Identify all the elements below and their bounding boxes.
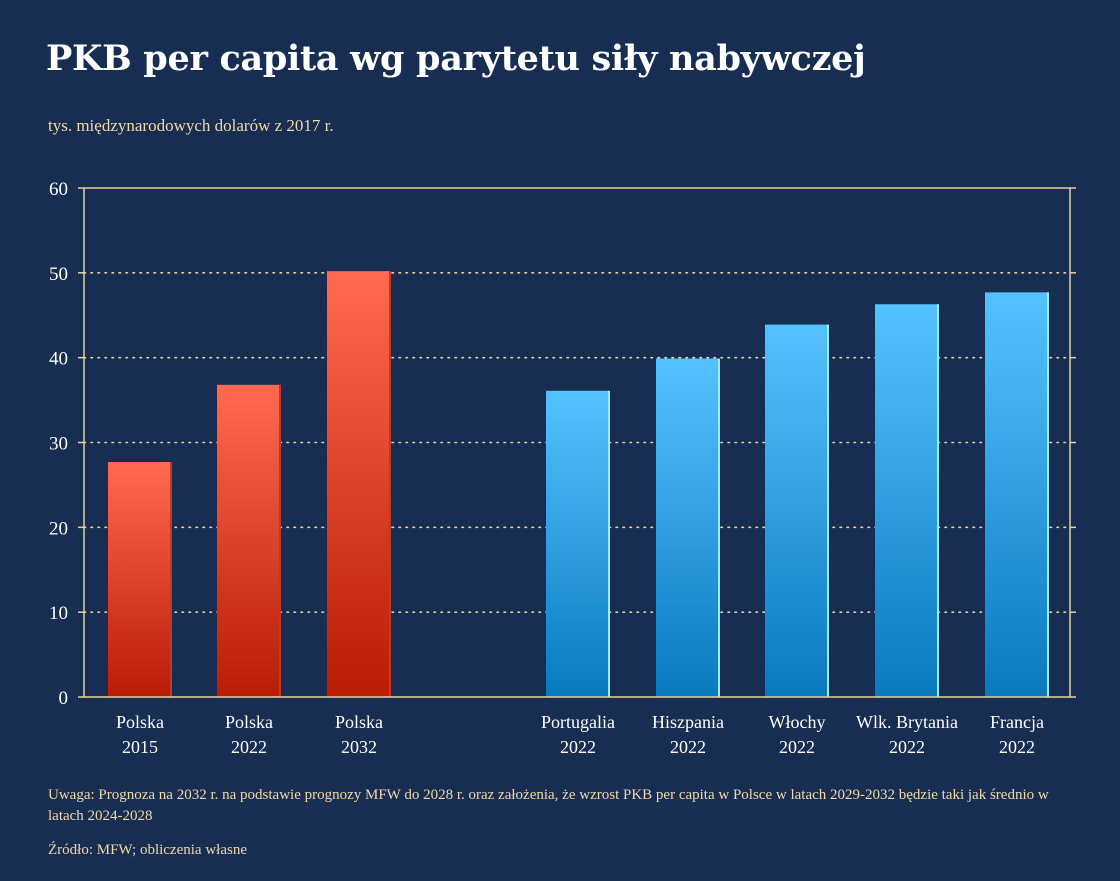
bar-włochy-2022	[765, 324, 829, 697]
bar-portugalia-2022	[546, 390, 610, 697]
chart-note: Uwaga: Prognoza na 2032 r. na podstawie …	[48, 787, 1049, 824]
bar-hiszpania-2022	[656, 358, 720, 697]
x-tick-label: Wlk. Brytania	[856, 712, 958, 732]
x-tick-label: 2022	[999, 737, 1035, 757]
x-tick-label: 2022	[670, 737, 706, 757]
y-tick-label: 60	[49, 179, 68, 200]
bar-francja-2022	[985, 292, 1049, 697]
x-tick-label: Polska	[225, 712, 273, 732]
y-tick-label: 0	[59, 688, 69, 709]
bar-polska-2022	[217, 384, 281, 697]
chart-source: Źródło: MFW; obliczenia własne	[48, 842, 247, 858]
x-tick-label: 2022	[779, 737, 815, 757]
x-tick-label: 2022	[889, 737, 925, 757]
x-tick-label: Portugalia	[541, 712, 615, 732]
x-tick-label: Francja	[990, 712, 1044, 732]
y-tick-label: 20	[49, 518, 68, 539]
bar-polska-2032	[327, 271, 391, 697]
y-tick-label: 10	[49, 603, 68, 624]
x-tick-label: 2022	[560, 737, 596, 757]
x-tick-label: Polska	[116, 712, 164, 732]
x-tick-label: 2022	[231, 737, 267, 757]
bar-wlk-brytania-2022	[875, 304, 939, 697]
x-tick-label: Włochy	[769, 712, 826, 732]
bar-polska-2015	[108, 462, 172, 697]
y-tick-label: 50	[49, 264, 68, 285]
y-tick-label: 40	[49, 349, 68, 370]
x-tick-label: Hiszpania	[652, 712, 724, 732]
x-tick-label: 2032	[341, 737, 377, 757]
x-tick-label: Polska	[335, 712, 383, 732]
y-tick-label: 30	[49, 434, 68, 455]
x-tick-label: 2015	[122, 737, 158, 757]
chart-subtitle: tys. międzynarodowych dolarów z 2017 r.	[48, 116, 334, 135]
chart-title: PKB per capita wg parytetu siły nabywcze…	[46, 38, 866, 79]
